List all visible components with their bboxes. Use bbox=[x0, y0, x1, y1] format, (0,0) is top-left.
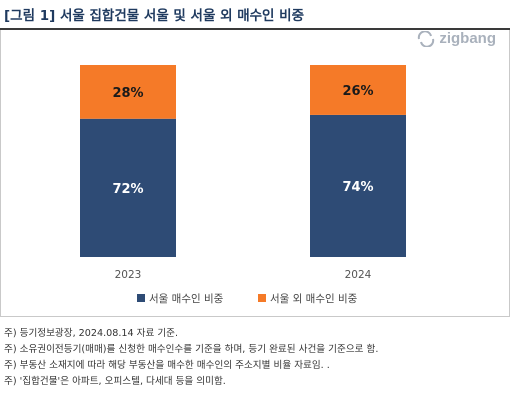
figure-title: [그림 1] 서울 집합건물 서울 및 서울 외 매수인 비중 bbox=[4, 8, 305, 24]
zigbang-logo: zigbang bbox=[417, 30, 496, 47]
bar-non-seoul-buyers bbox=[80, 65, 176, 119]
zigbang-logo-icon bbox=[418, 30, 435, 47]
data-label: 74% bbox=[342, 180, 373, 195]
x-tick-label: 2024 bbox=[345, 269, 372, 281]
x-tick-label: 2023 bbox=[115, 269, 142, 281]
legend-label: 서울 매수인 비중 bbox=[149, 293, 224, 305]
zigbang-logo-text: zigbang bbox=[439, 30, 496, 47]
footnote: 주) '집합건물'은 아파트, 오피스텔, 다세대 등을 의미함. bbox=[4, 376, 226, 387]
data-label: 28% bbox=[112, 86, 143, 101]
legend-label: 서울 외 매수인 비중 bbox=[270, 293, 358, 305]
bar-non-seoul-buyers bbox=[310, 65, 406, 115]
title-divider bbox=[0, 28, 510, 30]
data-label: 72% bbox=[112, 182, 143, 197]
legend-swatch bbox=[137, 294, 145, 302]
bar-seoul-buyers bbox=[310, 114, 406, 257]
footnote: 주) 소유권이전등기(매매)를 신청한 매수인수를 기준을 하며, 등기 완료된… bbox=[4, 344, 379, 355]
stacked-bar-chart: 72% 28% 74% 26% 2023 2024 서울 매수인 비중 서울 외 매수인 … bbox=[80, 65, 406, 305]
footnote: 주) 등기정보광장, 2024.08.14 자료 기준. bbox=[4, 328, 179, 339]
bar-seoul-buyers bbox=[80, 118, 176, 257]
footnotes: 주) 등기정보광장, 2024.08.14 자료 기준. 주) 소유권이전등기(… bbox=[4, 326, 378, 390]
legend-swatch bbox=[258, 294, 266, 302]
data-label: 26% bbox=[342, 84, 373, 99]
footnote: 주) 부동산 소재지에 따라 해당 부동산을 매수한 매수인의 주소지별 비율 … bbox=[4, 360, 330, 371]
